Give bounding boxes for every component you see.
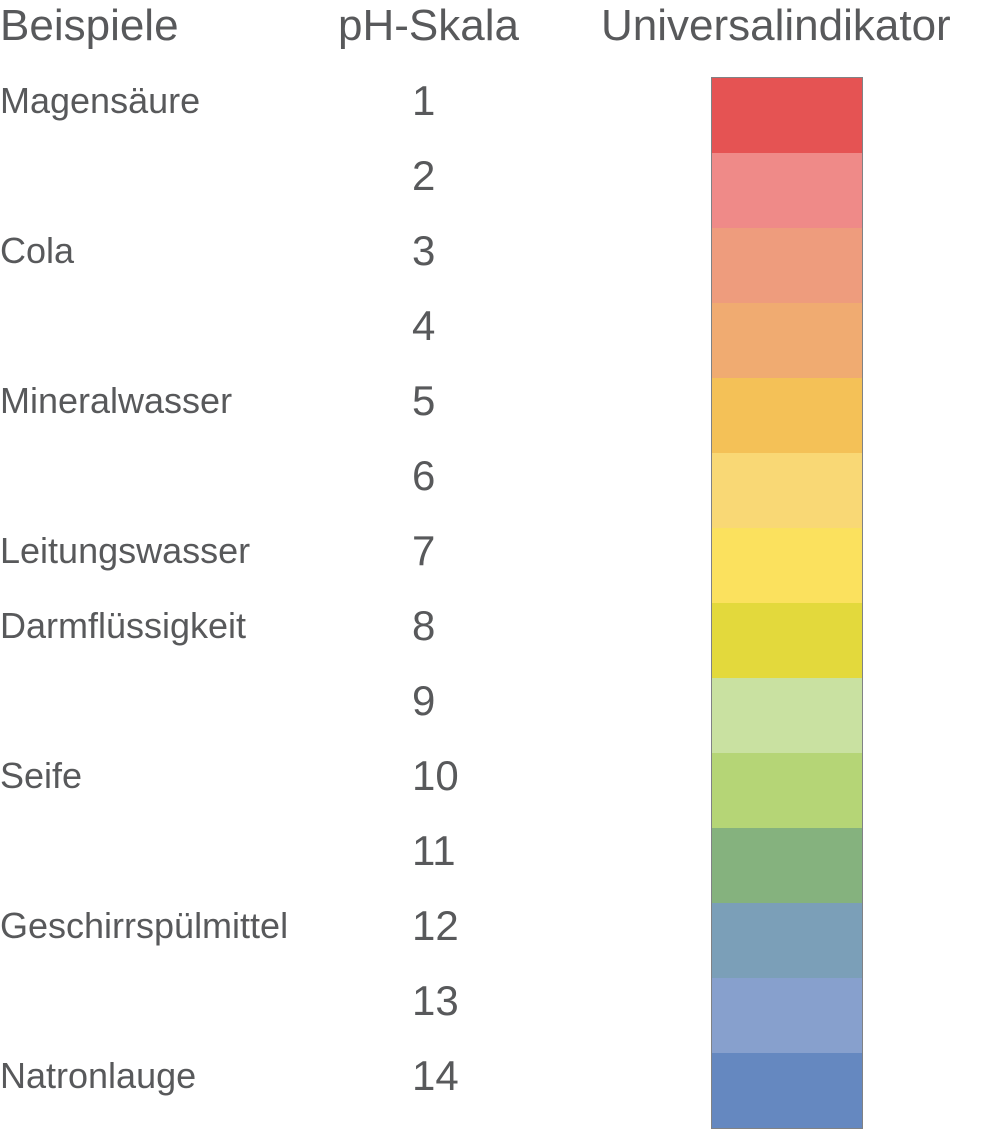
ph-row: 4 (0, 303, 1000, 378)
ph-scale-column-header: pH-Skala (338, 1, 519, 50)
ph-row: Darmflüssigkeit 8 (0, 603, 1000, 678)
ph-value: 6 (412, 452, 436, 499)
ph-value: 8 (412, 602, 436, 649)
example-label: Leitungswasser (0, 530, 251, 571)
example-label: Geschirrspülmittel (0, 905, 289, 946)
indicator-color-swatch (712, 903, 862, 978)
indicator-color-swatch (712, 603, 862, 678)
ph-row: Seife 10 (0, 753, 1000, 828)
ph-value: 13 (412, 977, 459, 1024)
ph-row: Cola 3 (0, 228, 1000, 303)
indicator-color-swatch (712, 453, 862, 528)
indicator-color-swatch (712, 153, 862, 228)
ph-value: 5 (412, 377, 436, 424)
example-label: Mineralwasser (0, 380, 233, 421)
example-label: Cola (0, 230, 75, 271)
ph-value: 14 (412, 1052, 459, 1099)
indicator-color-swatch (712, 528, 862, 603)
indicator-color-swatch (712, 978, 862, 1053)
ph-value: 11 (412, 827, 456, 874)
ph-row: 2 (0, 153, 1000, 228)
indicator-color-swatch (712, 1053, 862, 1128)
indicator-color-swatch (712, 678, 862, 753)
ph-value: 2 (412, 152, 436, 199)
examples-column-header: Beispiele (0, 1, 179, 50)
ph-row: Mineralwasser 5 (0, 378, 1000, 453)
indicator-color-swatch (712, 828, 862, 903)
ph-value: 7 (412, 527, 436, 574)
ph-value: 10 (412, 752, 459, 799)
ph-row: 9 (0, 678, 1000, 753)
ph-value: 3 (412, 227, 436, 274)
indicator-color-swatch (712, 753, 862, 828)
ph-row: 13 (0, 978, 1000, 1053)
ph-value: 12 (412, 902, 459, 949)
ph-value: 9 (412, 677, 436, 724)
example-label: Magensäure (0, 80, 201, 121)
ph-row: Natronlauge 14 (0, 1053, 1000, 1128)
indicator-color-swatch (712, 228, 862, 303)
ph-value: 1 (412, 77, 436, 124)
ph-row: Magensäure 1 (0, 78, 1000, 153)
example-label: Seife (0, 755, 83, 796)
ph-value: 4 (412, 302, 436, 349)
ph-row: 11 (0, 828, 1000, 903)
example-label: Natronlauge (0, 1055, 197, 1096)
indicator-column-header: Universalindikator (601, 1, 951, 50)
ph-row: Geschirrspülmittel 12 (0, 903, 1000, 978)
indicator-color-swatch (712, 303, 862, 378)
ph-row: Leitungswasser 7 (0, 528, 1000, 603)
indicator-color-swatch (712, 78, 862, 153)
indicator-color-swatch (712, 378, 862, 453)
ph-row: 6 (0, 453, 1000, 528)
example-label: Darmflüssigkeit (0, 605, 247, 646)
